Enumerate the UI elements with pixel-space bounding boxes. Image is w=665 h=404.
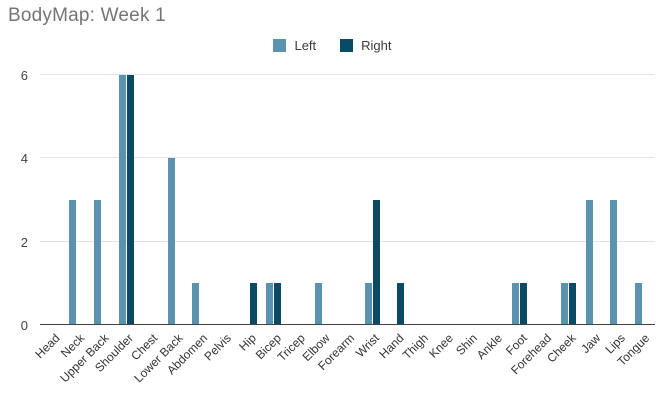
bar-right[interactable] bbox=[126, 75, 134, 325]
legend-label-left: Left bbox=[294, 38, 317, 53]
y-axis-tick-label: 2 bbox=[20, 234, 28, 250]
bar-left[interactable] bbox=[610, 200, 618, 325]
category-group bbox=[360, 75, 385, 325]
x-axis-label: Ankle bbox=[473, 331, 506, 363]
x-axis-label: Hand bbox=[376, 331, 407, 362]
bar-left[interactable] bbox=[118, 75, 126, 325]
bar-left[interactable] bbox=[315, 283, 323, 325]
bar-left[interactable] bbox=[585, 200, 593, 325]
category-group bbox=[212, 75, 237, 325]
chart-title: BodyMap: Week 1 bbox=[8, 5, 166, 26]
bar-left[interactable] bbox=[561, 283, 569, 325]
category-group bbox=[556, 75, 581, 325]
category-group bbox=[483, 75, 508, 325]
x-axis-label: Tricep bbox=[275, 331, 309, 365]
gridline bbox=[40, 157, 655, 159]
bar-left[interactable] bbox=[192, 283, 200, 325]
category-group bbox=[311, 75, 336, 325]
y-axis-tick-label: 0 bbox=[20, 318, 28, 333]
category-group bbox=[40, 75, 65, 325]
bar-left[interactable] bbox=[364, 283, 372, 325]
category-group bbox=[581, 75, 606, 325]
legend-item-left[interactable]: Left bbox=[273, 38, 316, 53]
y-axis-tick-label: 4 bbox=[20, 151, 28, 167]
bar-left[interactable] bbox=[167, 158, 175, 325]
gridline bbox=[40, 74, 655, 75]
x-axis-label: Head bbox=[32, 331, 63, 362]
legend-item-right[interactable]: Right bbox=[340, 38, 392, 53]
category-group bbox=[237, 75, 262, 325]
category-group bbox=[89, 75, 114, 325]
bar-left[interactable] bbox=[266, 283, 274, 325]
category-group bbox=[188, 75, 213, 325]
x-axis-label: Wrist bbox=[352, 331, 383, 361]
category-group bbox=[286, 75, 311, 325]
category-group bbox=[65, 75, 90, 325]
bar-right[interactable] bbox=[397, 283, 405, 325]
bar-right[interactable] bbox=[249, 283, 257, 325]
category-group bbox=[532, 75, 557, 325]
legend: Left Right bbox=[0, 38, 665, 53]
category-group bbox=[138, 75, 163, 325]
x-axis-labels: Head Neck Upper Back Shoulder Chest Lower Bac… bbox=[32, 331, 655, 404]
bar-right[interactable] bbox=[569, 283, 577, 325]
bar-left[interactable] bbox=[69, 200, 77, 325]
bar-left[interactable] bbox=[512, 283, 520, 325]
category-group bbox=[163, 75, 188, 325]
category-group bbox=[409, 75, 434, 325]
category-group bbox=[261, 75, 286, 325]
bar-left[interactable] bbox=[635, 283, 643, 325]
x-axis-label: Jaw bbox=[578, 331, 604, 356]
bar-left[interactable] bbox=[93, 200, 101, 325]
bar-right[interactable] bbox=[520, 283, 528, 325]
x-axis-label: Thigh bbox=[400, 331, 432, 363]
category-group bbox=[630, 75, 655, 325]
category-group bbox=[384, 75, 409, 325]
legend-swatch-left bbox=[273, 39, 287, 52]
category-group bbox=[434, 75, 459, 325]
category-group bbox=[335, 75, 360, 325]
gridline bbox=[40, 240, 655, 242]
y-axis-tick-label: 6 bbox=[20, 68, 28, 83]
category-group bbox=[458, 75, 483, 325]
x-axis-line bbox=[40, 324, 655, 325]
y-axis: 0 2 4 6 bbox=[0, 68, 34, 333]
category-group bbox=[507, 75, 532, 325]
legend-label-right: Right bbox=[361, 38, 392, 53]
plot-area bbox=[40, 74, 655, 325]
bar-right[interactable] bbox=[372, 200, 380, 325]
bar-right[interactable] bbox=[274, 283, 282, 325]
category-group bbox=[606, 75, 631, 325]
x-axis-label: Pelvis bbox=[201, 331, 235, 364]
category-group bbox=[114, 75, 139, 325]
legend-swatch-right bbox=[340, 39, 354, 52]
bars-row bbox=[40, 75, 655, 325]
x-axis-label: Knee bbox=[426, 331, 456, 361]
